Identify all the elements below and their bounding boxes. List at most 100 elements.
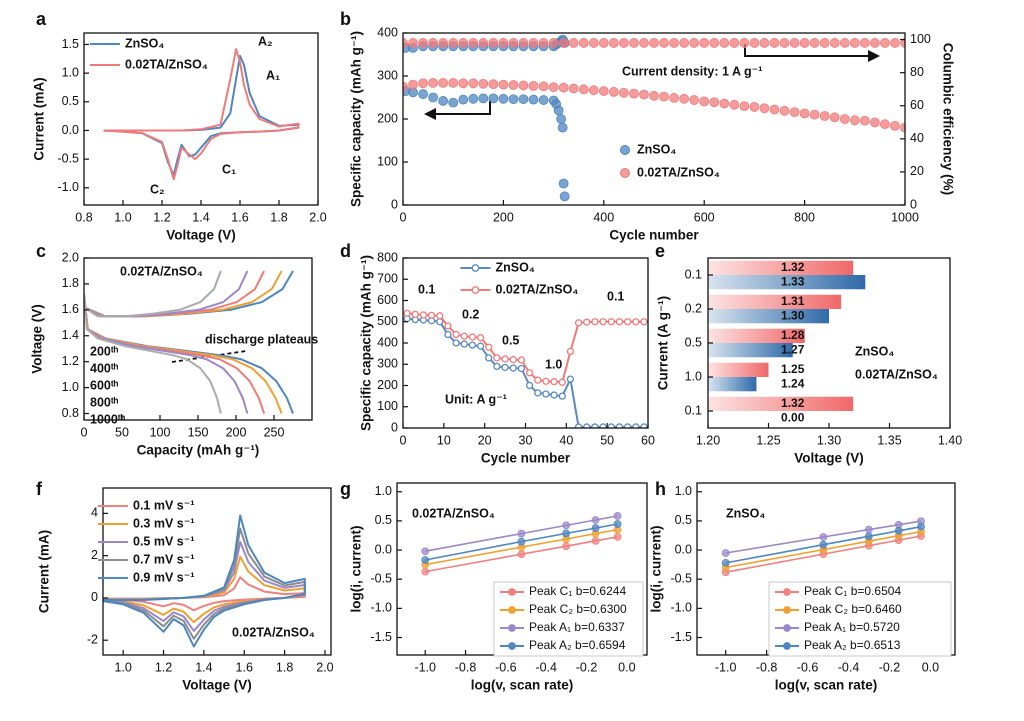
y-tick-label: 0.0 (62, 123, 79, 137)
efficiency-point (458, 38, 469, 48)
efficiency-point (498, 38, 509, 48)
legend-label: 0.5 mV s⁻¹ (133, 534, 195, 548)
efficiency-point (403, 38, 408, 48)
x-tick-label: 0.0 (922, 660, 939, 674)
efficiency-point (418, 38, 428, 48)
x-tick-label: 1.20 (696, 433, 720, 447)
point (557, 122, 568, 133)
point (598, 86, 609, 96)
efficiency-point (809, 38, 820, 48)
value-label: 1.30 (781, 308, 805, 322)
efficiency-point (578, 38, 589, 48)
legend-box (768, 581, 952, 657)
x-tick-label: -0.2 (879, 660, 901, 674)
point (894, 526, 903, 535)
legend-marker (783, 588, 791, 596)
x-tick-label: -1.0 (715, 660, 737, 674)
point (558, 82, 569, 93)
value-label: 1.32 (781, 396, 805, 410)
legend-label: Peak A₁ b=0.5720 (804, 620, 900, 634)
point (615, 318, 624, 326)
x-tick-label: -0.6 (495, 660, 517, 674)
efficiency-point (709, 38, 720, 48)
x-tick-label: 800 (794, 210, 815, 224)
point (452, 339, 460, 347)
efficiency-point (438, 38, 449, 48)
point (591, 423, 599, 428)
y-tick-label: 100 (377, 154, 398, 168)
point (719, 98, 730, 109)
point (468, 333, 477, 341)
point (421, 547, 430, 556)
bar (708, 362, 769, 377)
curve (84, 294, 222, 414)
annotation: discharge plateaus (205, 332, 318, 346)
point (468, 341, 477, 349)
y-tick-label: 1.6 (62, 302, 79, 316)
y2-tick-label: 40 (910, 131, 924, 145)
bar (708, 343, 793, 358)
y-tick-label: 0.0 (675, 542, 692, 556)
annotation: A₂ (258, 34, 273, 48)
point (438, 96, 449, 106)
point (509, 364, 517, 372)
point (613, 532, 622, 541)
x-axis-label: log(v, scan rate) (775, 678, 878, 693)
point (839, 114, 850, 124)
point (566, 375, 575, 383)
legend-label: 600ᵗʰ (90, 378, 119, 392)
point (640, 318, 648, 326)
arrow-left (432, 100, 491, 115)
point (534, 376, 542, 384)
point (613, 512, 622, 520)
annotation: 0.02TA/ZnSO₄ (120, 264, 203, 278)
legend-label: Peak C₁ b=0.6504 (804, 584, 901, 598)
point (864, 532, 873, 541)
y-tick-label: 200 (377, 378, 398, 392)
y-tick-label: -1.0 (670, 601, 692, 615)
point (542, 377, 550, 385)
point (739, 101, 750, 111)
point (517, 529, 526, 538)
y-tick-label: 1.0 (675, 484, 692, 498)
efficiency-point (689, 38, 700, 48)
y-axis-label: log(i, current) (649, 526, 664, 613)
y-tick-label: 0.8 (62, 406, 79, 420)
x-axis-label: Cycle number (609, 228, 699, 243)
x-axis-label: log(v, scan rate) (471, 678, 574, 693)
efficiency-point (558, 38, 569, 48)
efficiency-point (659, 38, 669, 48)
point (591, 516, 600, 524)
x-tick-label: 30 (519, 433, 533, 447)
x-tick-label: 1.25 (756, 433, 780, 447)
point (485, 354, 493, 362)
x-tick-label: 1.6 (236, 660, 253, 674)
x-tick-label: 50 (115, 425, 129, 439)
axes-frame (83, 257, 313, 421)
value-label: 1.28 (781, 328, 805, 342)
point (528, 80, 539, 91)
plot-area (403, 309, 648, 428)
x-axis-label: Voltage (V) (182, 678, 252, 693)
efficiency-point (428, 38, 439, 48)
y-axis-label: Specific capacity (mAh g⁻¹) (359, 255, 374, 431)
legend-marker (508, 606, 516, 614)
axes-frame (83, 32, 319, 206)
efficiency-point (639, 38, 649, 48)
y-axis-label: log(i, current) (349, 526, 364, 613)
legend-label: ZnSO₄ (855, 344, 894, 358)
plot-area (103, 514, 306, 648)
y-tick-label: 0.5 (685, 335, 702, 349)
point (669, 93, 679, 103)
curve (103, 514, 306, 648)
efficiency-point (859, 38, 870, 48)
legend-label: 400ᵗʰ (90, 361, 119, 375)
y-tick-label: 0 (391, 197, 398, 211)
y-tick-label: 0.5 (675, 513, 692, 527)
x-tick-label: 0.0 (618, 660, 635, 674)
point (517, 364, 526, 373)
point (639, 89, 649, 100)
point (538, 81, 549, 92)
x-tick-label: 1.8 (270, 210, 287, 224)
annotation: A₁ (266, 68, 280, 82)
